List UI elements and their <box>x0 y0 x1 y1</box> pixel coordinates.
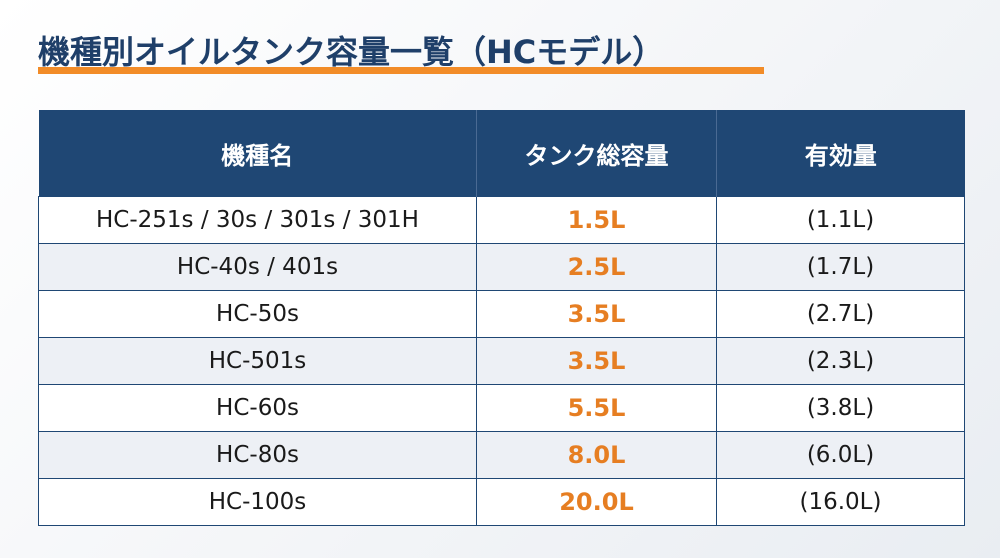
model-cell: HC-100s <box>38 478 477 526</box>
table-row: HC-251s / 30s / 301s / 301H 1.5L (1.1L) <box>38 196 965 244</box>
effective-cell: (1.7L) <box>716 243 965 291</box>
header-model: 機種名 <box>38 110 477 197</box>
table-row: HC-80s 8.0L (6.0L) <box>38 431 965 479</box>
capacity-cell: 20.0L <box>476 478 717 526</box>
effective-cell: (2.3L) <box>716 337 965 385</box>
table-row: HC-501s 3.5L (2.3L) <box>38 337 965 385</box>
effective-cell: (6.0L) <box>716 431 965 479</box>
model-cell: HC-60s <box>38 384 477 432</box>
header-effective: 有効量 <box>716 110 965 197</box>
model-cell: HC-251s / 30s / 301s / 301H <box>38 196 477 244</box>
capacity-cell: 2.5L <box>476 243 717 291</box>
table-row: HC-60s 5.5L (3.8L) <box>38 384 965 432</box>
capacity-cell: 3.5L <box>476 290 717 338</box>
table-row: HC-50s 3.5L (2.7L) <box>38 290 965 338</box>
effective-cell: (1.1L) <box>716 196 965 244</box>
effective-cell: (3.8L) <box>716 384 965 432</box>
table-row: HC-100s 20.0L (16.0L) <box>38 478 965 526</box>
capacity-table-container: 機種名 タンク総容量 有効量 HC-251s / 30s / 301s / 30… <box>38 110 965 526</box>
effective-cell: (2.7L) <box>716 290 965 338</box>
table-header: 機種名 タンク総容量 有効量 <box>38 110 965 197</box>
table-body: HC-251s / 30s / 301s / 301H 1.5L (1.1L) … <box>38 196 965 526</box>
header-capacity: タンク総容量 <box>476 110 717 197</box>
model-cell: HC-80s <box>38 431 477 479</box>
table-row: HC-40s / 401s 2.5L (1.7L) <box>38 243 965 291</box>
capacity-cell: 8.0L <box>476 431 717 479</box>
model-cell: HC-50s <box>38 290 477 338</box>
capacity-table: 機種名 タンク総容量 有効量 HC-251s / 30s / 301s / 30… <box>38 110 965 526</box>
model-cell: HC-40s / 401s <box>38 243 477 291</box>
capacity-cell: 1.5L <box>476 196 717 244</box>
model-cell: HC-501s <box>38 337 477 385</box>
effective-cell: (16.0L) <box>716 478 965 526</box>
capacity-cell: 5.5L <box>476 384 717 432</box>
title-block: 機種別オイルタンク容量一覧（HCモデル） <box>38 30 764 74</box>
page-title: 機種別オイルタンク容量一覧（HCモデル） <box>38 33 665 71</box>
header-row: 機種名 タンク総容量 有効量 <box>38 110 965 197</box>
capacity-cell: 3.5L <box>476 337 717 385</box>
